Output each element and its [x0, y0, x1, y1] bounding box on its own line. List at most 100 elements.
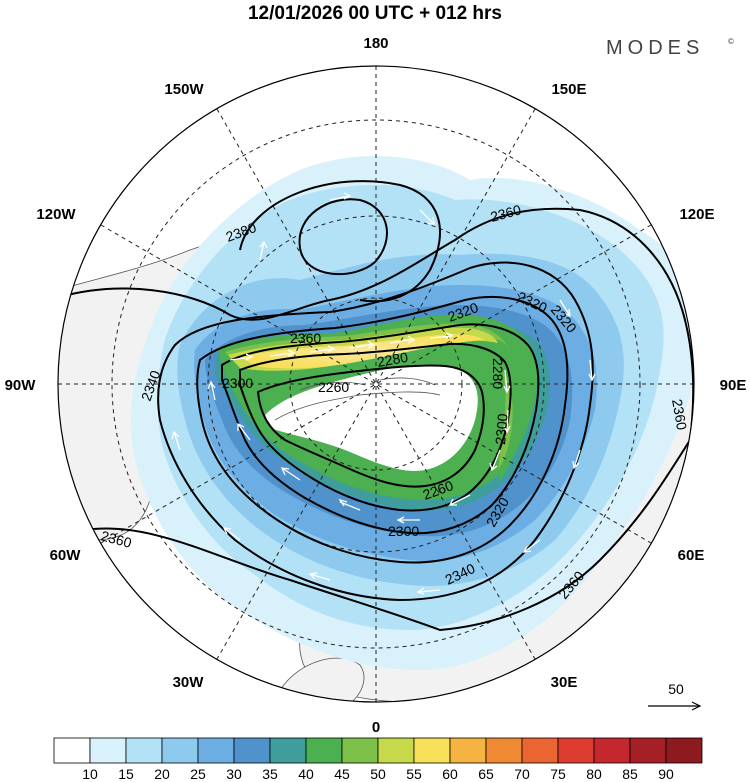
- map-boundary: [57, 65, 695, 703]
- lon-label-60w: 60W: [50, 547, 82, 564]
- wind-vector: [338, 498, 361, 511]
- colorbar-tick-label: 30: [226, 766, 242, 782]
- colorbar-tick-label: 75: [550, 766, 566, 782]
- contour-label: 2280: [490, 358, 506, 389]
- wind-vector: [259, 240, 268, 261]
- wind-vector: [389, 335, 416, 344]
- contour-label: 2360: [489, 201, 523, 225]
- contour-2340: [157, 261, 594, 602]
- wind-vector: [207, 380, 216, 401]
- wind-vectors: [171, 192, 596, 595]
- colorbar-tick-label: 60: [442, 766, 458, 782]
- colorbar-swatch: [485, 737, 523, 764]
- lon-label-120e: 120E: [679, 206, 714, 223]
- meridian-120w-60e: [100, 224, 652, 544]
- wind-vector: [171, 430, 181, 451]
- colorbar-tick-label: 10: [82, 766, 98, 782]
- colorbar-swatch: [161, 737, 199, 764]
- lon-label-30e: 30E: [551, 674, 578, 691]
- contour-2380: [298, 198, 388, 276]
- lon-label-90e: 90E: [720, 377, 747, 394]
- wind-vector: [222, 527, 241, 541]
- graticule: [58, 66, 694, 702]
- brand-logo: MODES: [606, 37, 704, 59]
- lon-label-150e: 150E: [551, 81, 586, 98]
- colorbar-swatch: [89, 737, 127, 764]
- latitude-circle-60n: [207, 215, 545, 553]
- lon-label-180: 180: [363, 35, 388, 52]
- brand-copyright-mark: ©: [728, 37, 734, 46]
- wind-vector: [588, 359, 596, 382]
- wind-vector: [416, 587, 441, 595]
- colorbar-tick-label: 70: [514, 766, 530, 782]
- wind-vector: [329, 192, 352, 201]
- wind-vector: [349, 340, 376, 349]
- reference-vector: 50: [648, 681, 702, 711]
- wind-vector: [237, 422, 251, 441]
- wind-vector: [522, 539, 541, 553]
- wind-vector: [280, 467, 301, 481]
- colorbar-tick-label: 25: [190, 766, 206, 782]
- colorbar-tick-label: 20: [154, 766, 170, 782]
- lon-label-150w: 150W: [164, 81, 204, 98]
- meridian-150e-30w: [216, 108, 536, 660]
- contour-label: 2360: [290, 330, 321, 346]
- colorbar-tick-label: 65: [478, 766, 494, 782]
- lon-label-60e: 60E: [678, 547, 705, 564]
- contour-2280: [239, 342, 512, 512]
- reference-arrow-head: [691, 701, 702, 711]
- colorbar-tick-label: 40: [298, 766, 314, 782]
- colorbar-swatch: [305, 737, 343, 764]
- colorbar-swatch: [269, 737, 307, 764]
- contour-label: 2360: [669, 398, 690, 432]
- wind-vector: [396, 516, 420, 524]
- colorbar-swatch: [197, 737, 235, 764]
- latitude-circle-30n: [111, 119, 641, 649]
- lon-label-120w: 120W: [36, 206, 76, 223]
- longitude-labels: 180 150E 120E 90E 60E 30E 0 30W 60W 90W …: [5, 35, 747, 736]
- colorbar-swatch: [413, 737, 451, 764]
- figure-title: 12/01/2026 00 UTC + 012 hrs: [248, 3, 502, 24]
- colorbar-swatch: [125, 737, 163, 764]
- wind-vector: [229, 353, 254, 361]
- colorbar-tick-label: 35: [262, 766, 278, 782]
- colorbar-swatch: [53, 737, 91, 764]
- meridian-120e-60w: [100, 224, 652, 544]
- colorbar: 10 15 20 25 30 35 40 45 50 55 60 65 70 75 80 85 90: [53, 737, 703, 782]
- contour-2360-north: [59, 207, 694, 441]
- wind-vector: [572, 449, 581, 470]
- contour-label: 2300: [388, 523, 419, 539]
- colorbar-tick-label: 80: [586, 766, 602, 782]
- meridian-150w-30e: [216, 108, 536, 660]
- contour-label: 2300: [222, 375, 253, 391]
- colorbar-swatch: [665, 737, 703, 764]
- contour-label: 2260: [318, 379, 349, 395]
- wind-vector: [309, 345, 336, 353]
- colorbar-swatch: [377, 737, 415, 764]
- wind-vector: [559, 299, 571, 318]
- colorbar-tick-label: 50: [370, 766, 386, 782]
- colorbar-swatch: [557, 737, 595, 764]
- polar-vortex-core: [265, 364, 478, 471]
- wind-vector: [503, 409, 511, 434]
- colorbar-swatch: [233, 737, 271, 764]
- polar-map-disc: 2380 2360 2360 2360 2340 2320 2320 2320 …: [57, 65, 695, 703]
- contour-2260: [256, 364, 485, 488]
- reference-vector-label: 50: [668, 681, 684, 697]
- contour-label: 2360: [99, 527, 133, 551]
- colorbar-swatch: [341, 737, 379, 764]
- lon-label-30w: 30W: [173, 674, 205, 691]
- colorbar-swatch: [449, 737, 487, 764]
- contour-2300: [221, 323, 540, 535]
- wind-vector: [448, 494, 471, 506]
- shade-core: [240, 334, 484, 369]
- contour-label: 2280: [376, 349, 410, 370]
- latitude-circle-80n: [289, 297, 463, 471]
- colorbar-swatch: [593, 737, 631, 764]
- wind-vector: [429, 332, 454, 339]
- colorbar-tick-label: 55: [406, 766, 422, 782]
- wind-vector: [503, 369, 511, 394]
- wind-vector: [269, 349, 296, 357]
- coast-greenland-core: [274, 391, 441, 421]
